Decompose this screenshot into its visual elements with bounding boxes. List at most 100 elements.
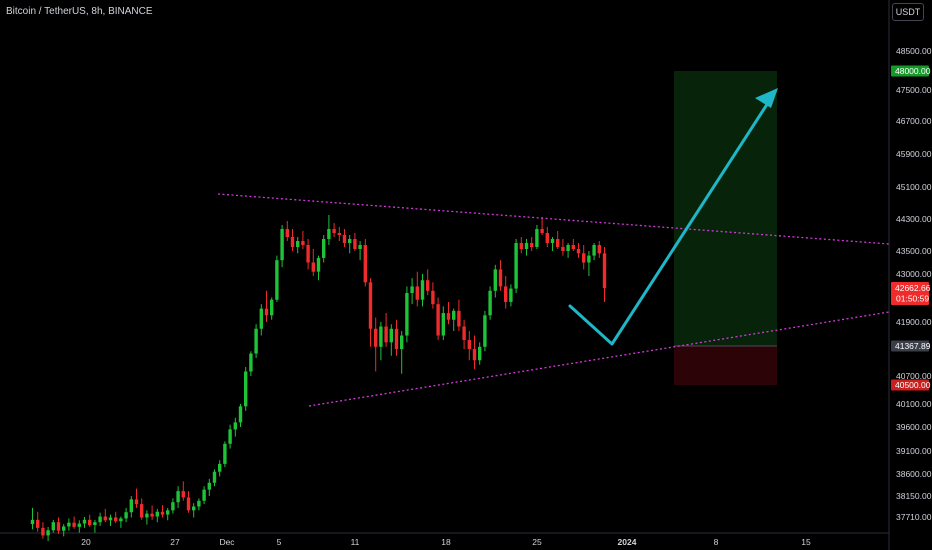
candle-body — [363, 245, 367, 283]
target-price-tag-bg — [891, 65, 929, 77]
candle-body — [509, 288, 513, 302]
candle-body — [212, 471, 217, 483]
candle-body — [368, 282, 373, 329]
currency-button[interactable]: USDT — [892, 3, 924, 21]
candle-body — [150, 513, 154, 517]
candle-body — [405, 293, 409, 336]
candle-body — [576, 249, 581, 254]
candle-body — [384, 326, 388, 343]
candle-body — [561, 247, 565, 251]
candle-body — [264, 308, 269, 316]
candle-body — [426, 280, 430, 291]
entry-price-tag-bg — [891, 340, 929, 352]
candle-body — [550, 239, 555, 243]
time-tick-label: 18 — [441, 537, 451, 547]
candle-body — [192, 506, 196, 511]
candle-body — [571, 245, 575, 249]
candle-body — [602, 253, 607, 289]
price-tick-label: 39600.00 — [896, 422, 932, 432]
candle-body — [374, 328, 378, 347]
candle-body — [488, 290, 492, 316]
candle-body — [316, 257, 321, 272]
candle-body — [519, 243, 523, 249]
time-tick-label: 5 — [277, 537, 282, 547]
candle-body — [431, 290, 435, 305]
candle-body — [446, 313, 451, 320]
time-tick-label: 15 — [801, 537, 811, 547]
price-tick-label: 45100.00 — [896, 182, 932, 192]
candle-body — [249, 353, 253, 372]
candle-body — [166, 510, 170, 515]
candle-body — [535, 229, 539, 247]
projection-arrow — [568, 90, 777, 346]
last-price-tag-bg — [891, 282, 929, 305]
candle-body — [46, 530, 50, 536]
candle-body — [145, 513, 149, 518]
price-axis[interactable]: 48500.00 47500.00 46700.00 45900.00 45100.00… — [896, 46, 932, 522]
candle-body — [176, 491, 180, 503]
candle-body — [197, 500, 201, 507]
candle-body — [332, 229, 336, 233]
price-tick-label: 48500.00 — [896, 46, 932, 56]
candle-body — [441, 313, 445, 336]
candle-body — [103, 516, 107, 521]
candle-body — [472, 349, 477, 361]
candle-body — [72, 522, 76, 527]
time-tick-label: Dec — [219, 537, 235, 547]
candle-body — [67, 522, 71, 527]
candle-body — [498, 269, 503, 287]
candle-body — [160, 511, 165, 515]
candle-body — [337, 233, 341, 235]
drawings — [217, 88, 890, 407]
candle-body — [452, 310, 456, 320]
candle-body — [244, 371, 248, 407]
candle-body — [108, 517, 113, 521]
price-tick-label: 45900.00 — [896, 149, 932, 159]
price-tick-label: 43500.00 — [896, 246, 932, 256]
candles — [30, 215, 607, 542]
candle-body — [119, 518, 123, 522]
entry-price-tag: 41367.89 — [895, 341, 931, 351]
price-tick-label: 46700.00 — [896, 116, 932, 126]
candle-body — [296, 241, 300, 247]
candle-body — [582, 253, 586, 263]
candle-body — [467, 340, 471, 350]
time-axis[interactable]: 20 27 Dec 5 11 18 25 2024 8 15 — [81, 537, 811, 547]
candle-body — [280, 229, 284, 261]
candle-body — [478, 346, 482, 361]
candle-body — [327, 229, 331, 239]
candle-body — [358, 245, 362, 249]
candle-body — [410, 286, 414, 294]
candle-body — [62, 526, 66, 531]
candle-body — [420, 280, 425, 300]
candle-body — [342, 235, 347, 243]
candle-body — [114, 517, 118, 522]
candle-body — [93, 522, 97, 526]
last-price-tag: 42662.66 — [895, 283, 931, 293]
candle-body — [30, 519, 35, 525]
countdown-tag: 01:50:59 — [896, 294, 929, 304]
time-tick-label: 20 — [81, 537, 91, 547]
candle-body — [348, 239, 352, 243]
candle-body — [228, 429, 232, 444]
candle-body — [285, 229, 289, 237]
candle-body — [202, 489, 206, 501]
upper-trendline — [217, 193, 890, 245]
candle-body — [155, 511, 159, 517]
time-tick-label: 11 — [351, 537, 360, 547]
candle-body — [270, 299, 274, 316]
candle-body — [394, 328, 399, 350]
position-zones — [674, 71, 777, 385]
candle-body — [504, 286, 508, 302]
candle-body — [379, 326, 383, 347]
candle-body — [462, 326, 466, 341]
candle-body — [483, 315, 487, 347]
candle-body — [207, 482, 211, 490]
candle-body — [259, 308, 263, 329]
candle-body — [290, 237, 295, 247]
price-tick-label: 43000.00 — [896, 269, 932, 279]
candle-body — [51, 522, 55, 531]
candle-body — [56, 522, 61, 531]
candle-body — [254, 328, 258, 354]
